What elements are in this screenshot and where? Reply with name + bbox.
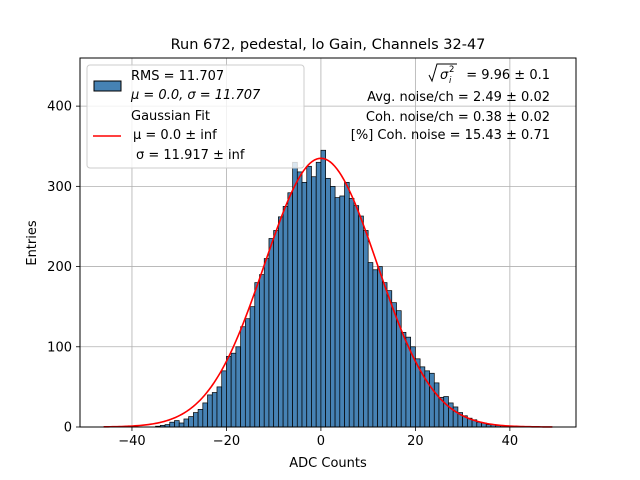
legend-hist-swatch — [93, 80, 122, 92]
histogram-bar — [306, 165, 312, 428]
histogram-bar — [211, 392, 218, 428]
histogram-bar — [400, 331, 407, 428]
histogram-bar — [358, 215, 364, 428]
plot-frame — [79, 57, 577, 428]
histogram-bar — [259, 274, 265, 428]
histogram-bar — [330, 185, 336, 428]
x-tick-label: 20 — [407, 434, 424, 449]
histogram-bar — [174, 420, 180, 428]
x-tick-label: 0 — [317, 434, 325, 449]
histogram-bar — [315, 161, 322, 428]
histogram-bars — [155, 149, 511, 428]
histogram-bar — [381, 282, 388, 428]
histogram-bar — [207, 394, 213, 428]
histogram-bar — [292, 161, 298, 428]
histogram-bar — [367, 262, 374, 428]
histogram-bar — [197, 409, 204, 428]
histogram-bar — [282, 206, 289, 428]
histogram-bar — [301, 181, 308, 428]
histogram-bar — [372, 269, 378, 428]
legend-hist-line1: RMS = 11.707 — [131, 69, 224, 84]
histogram-bar — [235, 346, 241, 428]
sigma-sum-value: = 9.96 ± 0.1 — [466, 68, 550, 83]
histogram-bar — [244, 318, 251, 428]
histogram-bar — [193, 412, 199, 428]
pct-coh-noise-text: [%] Coh. noise = 15.43 ± 0.71 — [351, 128, 550, 143]
histogram-bar — [221, 370, 227, 428]
histogram-bar — [311, 176, 317, 428]
histogram-bar — [169, 421, 175, 428]
x-tick-label: −20 — [213, 434, 240, 449]
histogram-bar — [278, 216, 284, 428]
histogram-bar — [433, 382, 440, 428]
avg-noise-text: Avg. noise/ch = 2.49 ± 0.02 — [367, 90, 550, 105]
y-axis-ticks: 0 100 200 300 400 — [47, 100, 80, 436]
svg-text:σ: σ — [440, 68, 449, 83]
histogram-bar — [320, 149, 326, 428]
y-tick-label: 0 — [64, 421, 72, 436]
y-axis-label: Entries — [25, 220, 40, 266]
x-axis-ticks: −40 −20 0 20 40 — [118, 427, 518, 449]
histogram-bar — [344, 181, 350, 428]
histogram-bar — [178, 422, 185, 428]
svg-text:2: 2 — [449, 65, 454, 75]
histogram-bar — [183, 418, 189, 428]
histogram-bar — [339, 195, 345, 428]
chart-title: Run 672, pedestal, lo Gain, Channels 32-… — [171, 37, 486, 53]
histogram-bar — [188, 416, 194, 428]
histogram-bar — [391, 302, 397, 428]
histogram-bar — [230, 352, 237, 428]
legend-fit-line2: μ = 0.0 ± inf — [133, 128, 217, 143]
histogram-bar — [287, 192, 293, 428]
legend-frame — [86, 64, 305, 169]
sigma-sum-symbol: σ i 2 — [428, 63, 457, 86]
histogram-bar — [443, 396, 449, 428]
histogram-bar — [363, 230, 369, 428]
histogram-bar — [226, 356, 232, 428]
histogram-bar — [429, 372, 435, 428]
legend-fit-line3: σ = 11.917 ± inf — [136, 148, 245, 163]
histogram-bar — [386, 290, 393, 428]
histogram-bar — [202, 402, 208, 428]
svg-text:i: i — [449, 76, 452, 86]
histogram-bar — [216, 386, 223, 428]
histogram-bar — [249, 306, 256, 428]
gaussian-fit-curve — [103, 157, 553, 428]
histogram-bar — [353, 205, 360, 428]
y-tick-label: 100 — [47, 340, 72, 355]
histogram-bar — [254, 282, 260, 428]
y-tick-label: 300 — [47, 180, 72, 195]
histogram-bar — [273, 230, 279, 428]
noise-annotations: σ i 2 = 9.96 ± 0.1 Avg. noise/ch = 2.49 … — [351, 63, 550, 143]
histogram-bar — [348, 198, 355, 428]
y-tick-label: 200 — [47, 260, 72, 275]
histogram-bar — [263, 258, 270, 428]
histogram-bar — [325, 177, 331, 428]
legend-fit-line1: Gaussian Fit — [131, 109, 210, 124]
y-tick-label: 400 — [47, 100, 72, 115]
legend-hist-line2: μ = 0.0, σ = 11.707 — [130, 88, 261, 103]
histogram-bar — [268, 238, 275, 428]
histogram-bar — [240, 326, 246, 428]
x-axis-label: ADC Counts — [289, 456, 367, 471]
coh-noise-text: Coh. noise/ch = 0.38 ± 0.02 — [366, 110, 550, 125]
histogram-bar — [296, 171, 303, 428]
histogram-bar — [334, 197, 341, 428]
histogram-bar — [377, 266, 383, 428]
legend: RMS = 11.707 μ = 0.0, σ = 11.707 Gaussia… — [86, 64, 305, 169]
x-tick-label: −40 — [118, 434, 145, 449]
x-tick-label: 40 — [502, 434, 519, 449]
